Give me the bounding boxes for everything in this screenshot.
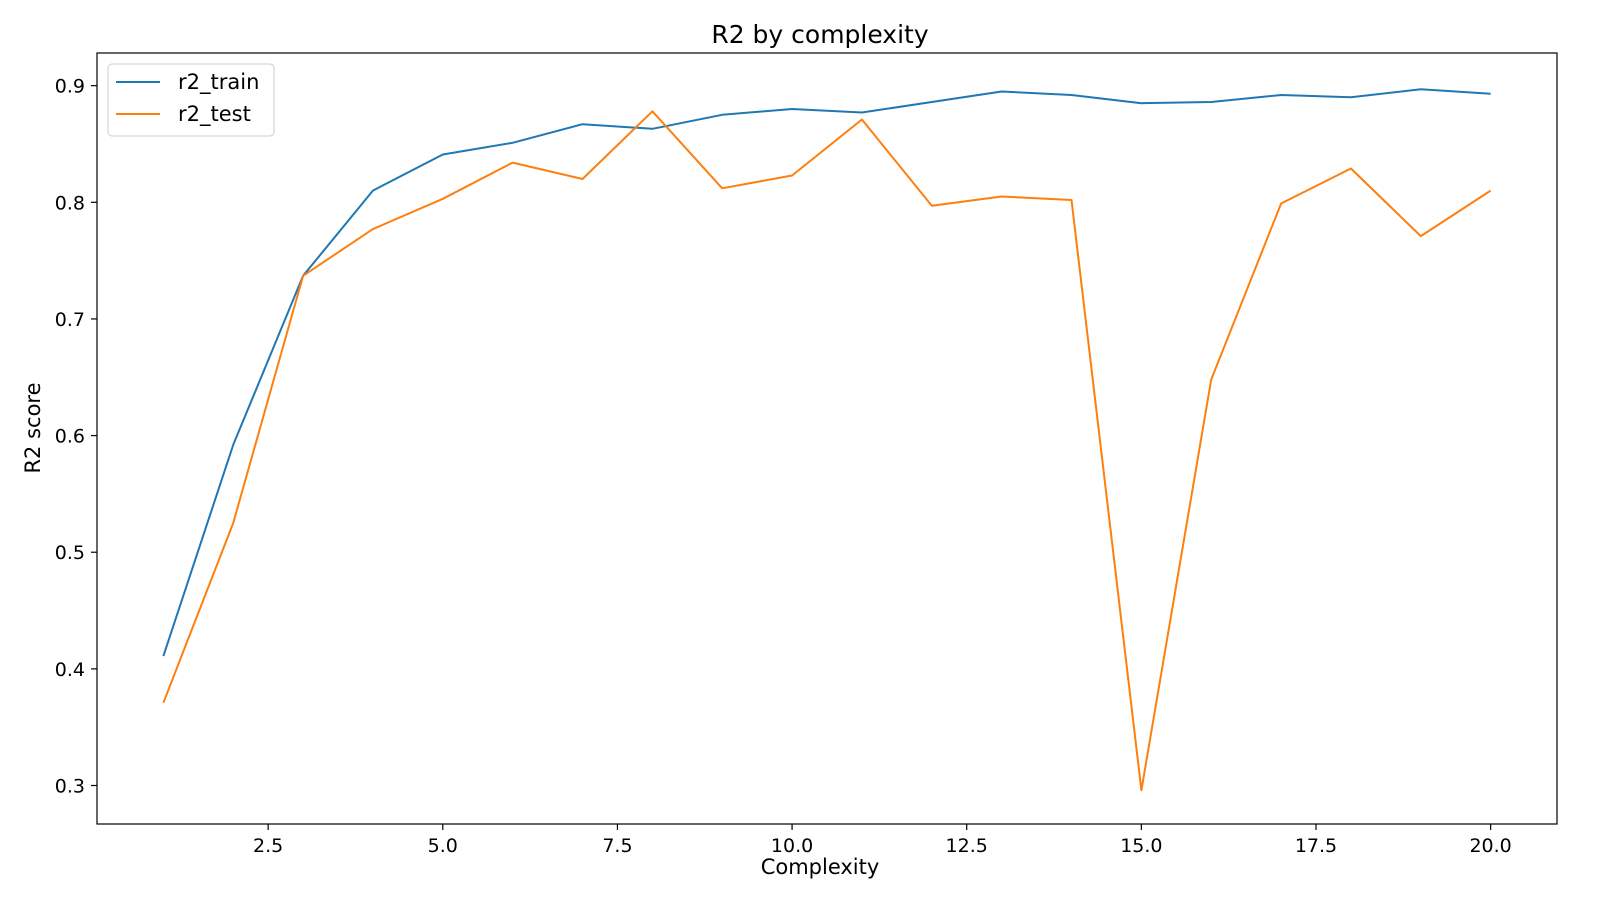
y-tick-label: 0.6	[55, 426, 85, 448]
series-lines	[162, 88, 1492, 792]
x-tick-label: 20.0	[1469, 835, 1511, 857]
legend-label: r2_test	[178, 102, 251, 127]
series-line-r2-train	[162, 88, 1491, 657]
x-tick-label: 7.5	[602, 835, 632, 857]
y-axis-ticks: 0.3 0.4 0.5 0.6 0.7 0.8 0.9	[55, 76, 97, 798]
x-tick-label: 15.0	[1120, 835, 1162, 857]
y-axis-label: R2 score	[21, 382, 45, 473]
y-tick-label: 0.8	[55, 192, 85, 214]
x-axis-ticks: 2.5 5.0 7.5 10.0 12.5 15.0 17.5 20.0	[253, 824, 1512, 857]
y-tick-label: 0.4	[55, 659, 85, 681]
y-tick-label: 0.7	[55, 309, 85, 331]
x-axis-label: Complexity	[761, 855, 880, 879]
y-tick-label: 0.3	[55, 776, 85, 798]
x-tick-label: 12.5	[946, 835, 988, 857]
y-tick-label: 0.9	[55, 76, 85, 98]
x-tick-label: 5.0	[428, 835, 458, 857]
chart-title: R2 by complexity	[711, 20, 929, 49]
y-tick-label: 0.5	[55, 542, 85, 564]
x-tick-label: 2.5	[253, 835, 283, 857]
legend: r2_train r2_test	[107, 63, 275, 137]
x-tick-label: 17.5	[1295, 835, 1337, 857]
series-line-r2-test	[162, 110, 1492, 792]
x-tick-label: 10.0	[771, 835, 813, 857]
plot-frame	[96, 52, 1558, 825]
legend-label: r2_train	[178, 70, 259, 95]
